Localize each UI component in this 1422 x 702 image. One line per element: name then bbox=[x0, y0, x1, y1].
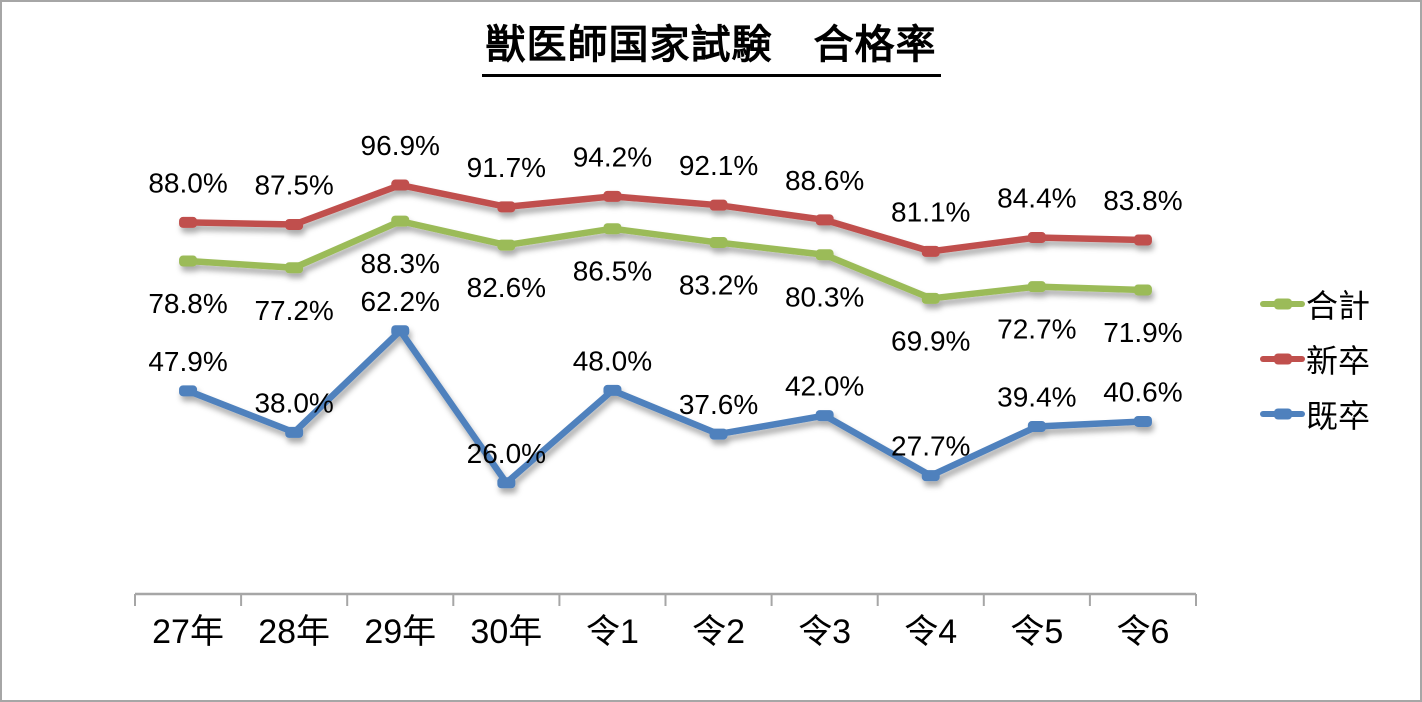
series-0-data-label: 72.7% bbox=[997, 314, 1076, 345]
legend-marker-icon bbox=[1273, 298, 1292, 310]
series-2-point[interactable] bbox=[391, 325, 410, 337]
legend-line-sample-icon bbox=[1260, 298, 1305, 310]
x-axis-label: 令6 bbox=[1116, 613, 1169, 651]
series-0-point[interactable] bbox=[603, 223, 622, 235]
series-0-point[interactable] bbox=[815, 249, 834, 261]
legend-label: 合計 bbox=[1306, 288, 1371, 324]
legend-marker-icon bbox=[1273, 408, 1292, 420]
chart-title-area: 獣医師国家試験 合格率 bbox=[2, 12, 1420, 77]
series-0-line[interactable] bbox=[184, 217, 1147, 302]
legend-marker-icon bbox=[1273, 353, 1292, 365]
legend-line-sample-icon bbox=[1260, 353, 1305, 365]
series-2-group bbox=[179, 325, 1152, 489]
x-axis-label: 令4 bbox=[904, 613, 957, 651]
series-0-point[interactable] bbox=[391, 215, 410, 227]
series-0-data-label: 69.9% bbox=[891, 325, 970, 356]
chart-legend: 合計 新卒 既卒 bbox=[1260, 284, 1370, 434]
x-axis-label: 28年 bbox=[258, 613, 330, 651]
legend-line-sample-icon bbox=[1260, 408, 1305, 420]
series-0-point[interactable] bbox=[179, 255, 198, 267]
series-2-point[interactable] bbox=[497, 477, 516, 489]
series-1-point[interactable] bbox=[603, 190, 622, 202]
series-0-data-label: 71.9% bbox=[1103, 317, 1182, 348]
series-1-point[interactable] bbox=[921, 245, 940, 257]
series-2-data-label: 47.9% bbox=[148, 346, 227, 377]
series-2-point[interactable] bbox=[1133, 415, 1152, 427]
series-0-data-label: 88.3% bbox=[361, 248, 440, 279]
series-1-data-label: 88.6% bbox=[785, 165, 864, 196]
series-2-data-label: 40.6% bbox=[1103, 376, 1182, 407]
legend-item-kisotsu[interactable]: 既卒 bbox=[1260, 394, 1370, 434]
series-2-point[interactable] bbox=[1027, 421, 1046, 433]
legend-item-shinsotsu[interactable]: 新卒 bbox=[1260, 339, 1370, 379]
series-0-data-label: 82.6% bbox=[467, 272, 546, 303]
series-2-point[interactable] bbox=[179, 385, 198, 397]
x-axis-label: 27年 bbox=[152, 613, 224, 651]
x-axis-label: 令5 bbox=[1010, 613, 1063, 651]
series-0-point[interactable] bbox=[709, 237, 728, 249]
series-2-data-label: 27.7% bbox=[891, 431, 970, 462]
series-1-point[interactable] bbox=[497, 201, 516, 213]
series-0-data-label: 78.8% bbox=[148, 288, 227, 319]
series-1-data-label: 91.7% bbox=[467, 152, 546, 183]
series-2-point[interactable] bbox=[815, 410, 834, 422]
x-axis-label: 30年 bbox=[470, 613, 542, 651]
series-0-data-label: 86.5% bbox=[573, 256, 652, 287]
series-2-data-label: 48.0% bbox=[573, 345, 652, 376]
series-0-data-label: 77.2% bbox=[254, 295, 333, 326]
series-2-line[interactable] bbox=[184, 327, 1147, 487]
series-1-point[interactable] bbox=[1027, 232, 1046, 244]
series-1-data-label: 83.8% bbox=[1103, 185, 1182, 216]
series-2-data-label: 26.0% bbox=[467, 438, 546, 469]
series-1-data-label: 88.0% bbox=[148, 167, 227, 198]
legend-label: 新卒 bbox=[1306, 343, 1371, 379]
series-2-point[interactable] bbox=[285, 426, 304, 438]
series-1-data-label: 96.9% bbox=[361, 130, 440, 161]
series-0-point[interactable] bbox=[497, 239, 516, 251]
series-1-group bbox=[179, 179, 1152, 257]
series-1-data-label: 84.4% bbox=[997, 183, 1076, 214]
series-2-data-label: 62.2% bbox=[361, 286, 440, 317]
series-1-line[interactable] bbox=[184, 181, 1147, 255]
x-axis-label: 29年 bbox=[364, 613, 436, 651]
series-0-group bbox=[179, 215, 1152, 304]
series-1-point[interactable] bbox=[179, 216, 198, 228]
legend-label: 既卒 bbox=[1306, 398, 1371, 434]
series-2-point[interactable] bbox=[921, 470, 940, 482]
legend-item-gokei[interactable]: 合計 bbox=[1260, 284, 1370, 324]
series-2-data-label: 38.0% bbox=[254, 387, 333, 418]
series-2-data-label: 42.0% bbox=[785, 371, 864, 402]
series-1-point[interactable] bbox=[391, 179, 410, 191]
series-0-data-label: 83.2% bbox=[679, 270, 758, 301]
series-1-data-label: 92.1% bbox=[679, 150, 758, 181]
series-2-data-label: 39.4% bbox=[997, 382, 1076, 413]
x-axis-label: 令2 bbox=[692, 613, 745, 651]
series-1-data-label: 81.1% bbox=[891, 196, 970, 227]
series-2-point[interactable] bbox=[603, 384, 622, 396]
series-0-point[interactable] bbox=[921, 292, 940, 304]
series-0-data-label: 80.3% bbox=[785, 282, 864, 313]
series-2-data-label: 37.6% bbox=[679, 389, 758, 420]
x-axis-label: 令1 bbox=[586, 613, 639, 651]
series-1-point[interactable] bbox=[285, 219, 304, 230]
x-axis-label: 令3 bbox=[798, 613, 851, 651]
series-2-point[interactable] bbox=[709, 428, 728, 440]
series-0-point[interactable] bbox=[285, 262, 304, 274]
chart-title: 獣医師国家試験 合格率 bbox=[481, 12, 941, 77]
series-1-point[interactable] bbox=[815, 214, 834, 226]
series-1-point[interactable] bbox=[1133, 234, 1152, 246]
series-1-data-label: 87.5% bbox=[254, 170, 333, 201]
series-0-point[interactable] bbox=[1133, 284, 1152, 296]
series-0-point[interactable] bbox=[1027, 281, 1046, 293]
series-1-point[interactable] bbox=[709, 199, 728, 211]
series-1-data-label: 94.2% bbox=[573, 141, 652, 172]
